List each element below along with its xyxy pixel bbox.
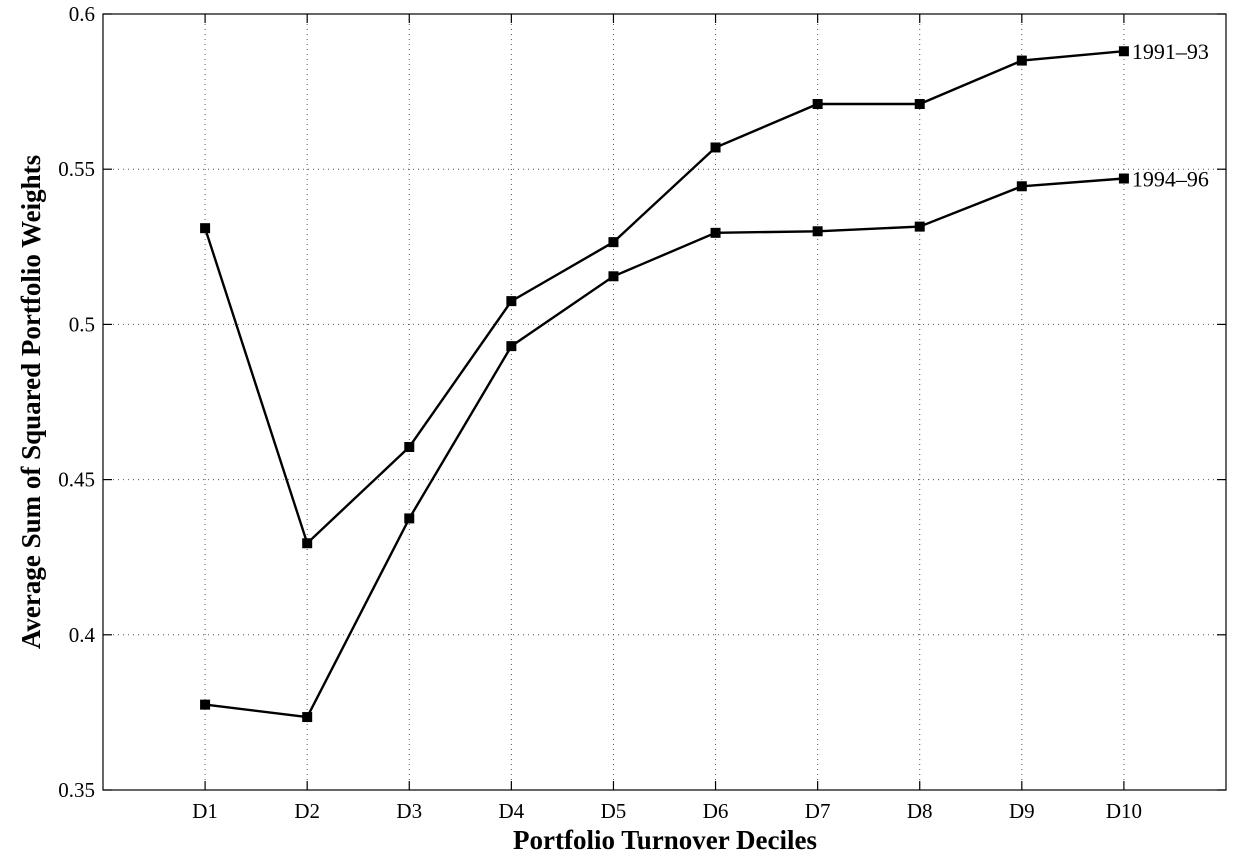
data-point xyxy=(710,142,721,153)
series-1: 1991–93 xyxy=(200,39,1209,549)
data-point xyxy=(608,237,619,248)
x-tick-label: D1 xyxy=(192,799,218,823)
data-point xyxy=(302,538,313,549)
axis-ticks xyxy=(103,13,1226,791)
data-point xyxy=(1016,55,1027,66)
data-point xyxy=(1118,46,1129,57)
x-tick-label: D8 xyxy=(907,799,933,823)
series-group: 1991–93 1994–96 xyxy=(200,39,1209,723)
y-tick-label: 0.45 xyxy=(58,468,95,492)
plot-frame xyxy=(102,13,1227,791)
x-tick-label: D2 xyxy=(294,799,320,823)
data-point xyxy=(302,712,313,723)
grid xyxy=(103,14,1226,790)
data-point xyxy=(914,221,925,232)
series-label: 1991–93 xyxy=(1132,39,1209,64)
series-2: 1994–96 xyxy=(200,167,1209,723)
x-axis-title: Portfolio Turnover Deciles xyxy=(513,825,817,855)
x-tick-label: D5 xyxy=(601,799,627,823)
data-point xyxy=(1118,173,1129,184)
data-point xyxy=(914,99,925,110)
y-tick-label: 0.4 xyxy=(69,623,96,647)
series-line xyxy=(204,177,1124,719)
data-point xyxy=(200,223,211,234)
x-tick-label: D9 xyxy=(1009,799,1035,823)
x-tick-label: D6 xyxy=(703,799,729,823)
data-point xyxy=(404,513,415,524)
data-point xyxy=(1016,181,1027,192)
y-tick-label: 0.5 xyxy=(69,312,95,336)
series-label: 1994–96 xyxy=(1132,167,1209,192)
x-tick-label: D3 xyxy=(396,799,422,823)
y-tick-label: 0.6 xyxy=(69,2,95,26)
data-point xyxy=(710,227,721,238)
series-line xyxy=(203,50,1125,546)
data-point xyxy=(200,699,211,710)
y-tick-label: 0.35 xyxy=(58,778,95,802)
data-point xyxy=(608,271,619,282)
data-point xyxy=(506,341,517,352)
y-axis-title: Average Sum of Squared Portfolio Weights xyxy=(16,155,46,649)
data-point xyxy=(506,296,517,307)
tick-labels: 0.35 0.4 0.45 0.5 0.55 0.6 D1 D2 D3 D4 D5 D6 D7 D8 D9 D… xyxy=(58,2,1142,823)
data-point xyxy=(812,99,823,110)
data-point xyxy=(812,226,823,237)
x-tick-label: D7 xyxy=(805,799,831,823)
y-tick-label: 0.55 xyxy=(58,157,95,181)
x-tick-label: D10 xyxy=(1106,799,1142,823)
x-tick-label: D4 xyxy=(499,799,525,823)
data-point xyxy=(404,442,415,453)
